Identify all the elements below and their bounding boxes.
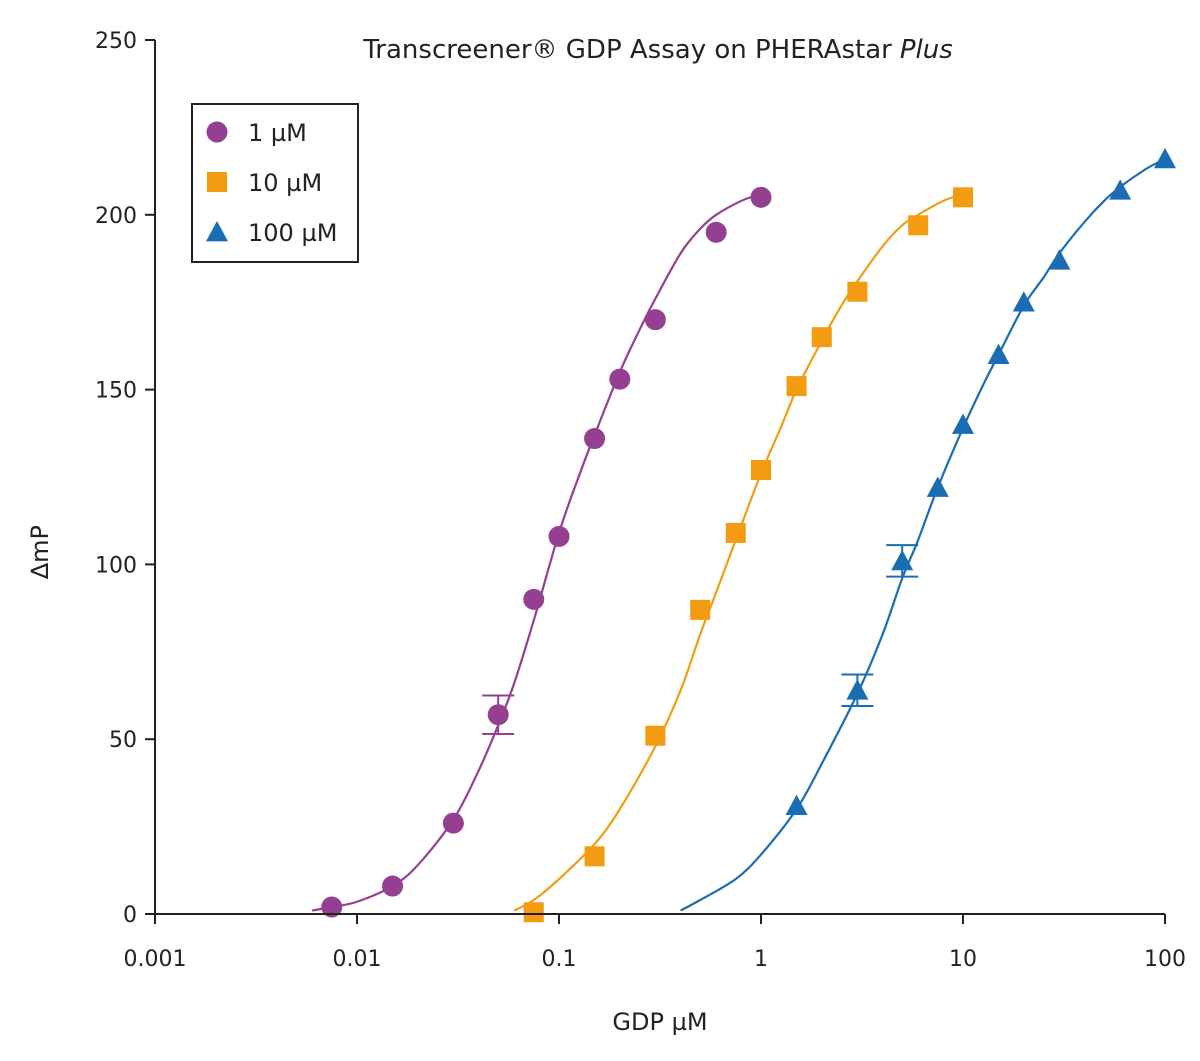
data-point-series-2: [786, 376, 807, 397]
y-tick-label: 100: [95, 553, 137, 578]
data-point-series-2: [690, 599, 711, 620]
x-axis-title: GDP µM: [612, 1008, 707, 1036]
x-tick-label: 100: [1144, 947, 1186, 972]
data-point-series-3: [785, 794, 808, 815]
data-point-series-3: [987, 343, 1010, 364]
data-points: [321, 147, 1176, 923]
data-point-series-3: [952, 413, 974, 434]
data-point-series-2: [751, 460, 771, 481]
x-tick-label: 0.01: [333, 947, 382, 972]
chart-title-main: Transcreener® GDP Assay on PHERAstar: [362, 35, 892, 65]
x-tick-label: 1: [754, 947, 768, 972]
data-point-series-2: [645, 725, 666, 746]
legend-marker-series-2: [207, 172, 227, 192]
y-tick-label: 250: [95, 29, 137, 54]
data-point-series-3: [1109, 179, 1132, 200]
data-point-series-3: [891, 549, 914, 571]
y-tick-label: 150: [95, 379, 137, 404]
data-point-series-1: [750, 186, 772, 208]
data-point-series-1: [609, 368, 631, 390]
data-point-series-2: [908, 215, 929, 236]
data-point-series-3: [1154, 147, 1176, 169]
data-point-series-1: [523, 588, 545, 610]
data-point-series-3: [1012, 291, 1035, 312]
y-tick-label: 0: [123, 903, 137, 928]
y-tick-label: 50: [109, 728, 137, 753]
legend-label-series-2: 10 µM: [248, 169, 322, 197]
data-point-series-2: [725, 522, 746, 543]
y-axis-title: ∆mP: [26, 525, 54, 580]
data-point-series-1: [442, 812, 464, 834]
data-point-series-1: [382, 875, 404, 897]
data-point-series-1: [548, 525, 570, 547]
legend-label-series-3: 100 µM: [248, 219, 337, 247]
legend-marker-series-3: [206, 221, 228, 242]
data-point-series-2: [584, 846, 605, 867]
data-point-series-2: [847, 281, 868, 302]
fit-curve-series-1: [311, 192, 762, 912]
data-point-series-2: [953, 187, 973, 208]
data-point-series-3: [1048, 249, 1071, 270]
legend-label-series-1: 1 µM: [248, 119, 307, 147]
data-point-series-1: [644, 309, 666, 331]
legend-marker-series-1: [206, 121, 228, 143]
x-axis: 0.001 0.01 0.1 1 10 100: [124, 913, 1186, 972]
data-point-series-3: [846, 679, 869, 700]
y-axis: 0 50 100 150 200 250: [95, 29, 156, 928]
x-tick-label: 10: [949, 947, 977, 972]
data-point-series-3: [926, 476, 949, 497]
fit-curve-series-3: [680, 157, 1166, 912]
data-point-series-1: [321, 896, 343, 918]
y-tick-label: 200: [95, 204, 137, 229]
legend: 1 µM 10 µM 100 µM: [191, 103, 359, 263]
fit-curve-series-2: [513, 192, 964, 912]
data-point-series-2: [811, 327, 832, 348]
data-point-series-1: [584, 428, 606, 450]
chart-title: Transcreener® GDP Assay on PHERAstar Plus: [362, 35, 953, 65]
x-tick-label: 0.001: [124, 947, 187, 972]
data-point-series-1: [705, 221, 727, 243]
x-tick-label: 0.1: [542, 947, 577, 972]
data-point-series-2: [523, 902, 544, 923]
chart-title-italic: Plus: [900, 35, 953, 65]
data-point-series-1: [487, 704, 509, 726]
